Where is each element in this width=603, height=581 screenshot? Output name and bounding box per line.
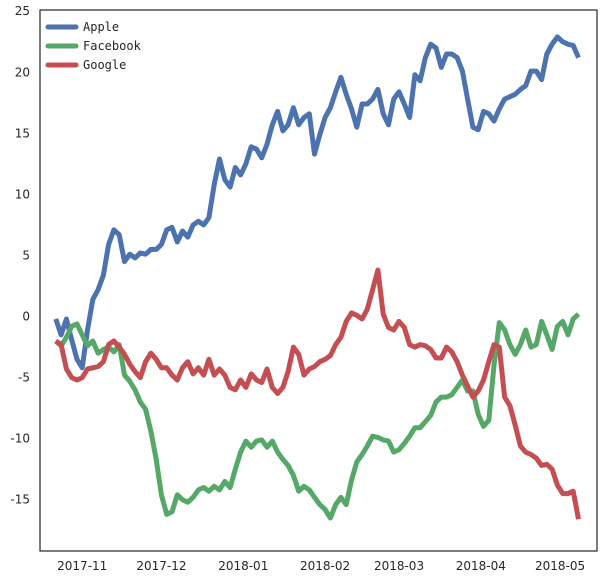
x-tick-label: 2018-02 <box>300 559 350 573</box>
x-tick-label: 2017-12 <box>136 559 186 573</box>
x-tick-label: 2018-03 <box>374 559 424 573</box>
legend-label-facebook: Facebook <box>83 39 142 53</box>
legend-label-apple: Apple <box>83 20 119 34</box>
y-tick-label: 25 <box>15 4 30 18</box>
plot-frame <box>39 9 598 552</box>
series-lines <box>53 34 581 521</box>
x-axis: 2017-11 2017-12 2018-01 2018-02 2018-03 2018-… <box>57 559 585 573</box>
y-tick-label: 10 <box>15 187 30 201</box>
x-tick-label: 2018-01 <box>218 559 268 573</box>
x-tick-label: 2017-11 <box>57 559 107 573</box>
x-tick-label: 2018-04 <box>456 559 506 573</box>
series-line-google <box>54 267 581 520</box>
y-tick-label: -5 <box>18 371 30 385</box>
y-tick-label: -15 <box>10 493 30 507</box>
y-tick-label: -10 <box>10 432 30 446</box>
y-tick-label: 0 <box>22 310 30 324</box>
x-tick-label: 2018-05 <box>535 559 585 573</box>
y-axis: -15 -10 -5 0 5 10 15 20 25 <box>10 4 30 506</box>
legend-label-google: Google <box>83 58 126 72</box>
y-tick-label: 5 <box>22 248 30 262</box>
legend: Apple Facebook Google <box>45 20 142 72</box>
series-line-facebook <box>54 312 581 521</box>
y-tick-label: 20 <box>15 65 30 79</box>
y-tick-label: 15 <box>15 126 30 140</box>
series-line-apple <box>53 34 581 371</box>
